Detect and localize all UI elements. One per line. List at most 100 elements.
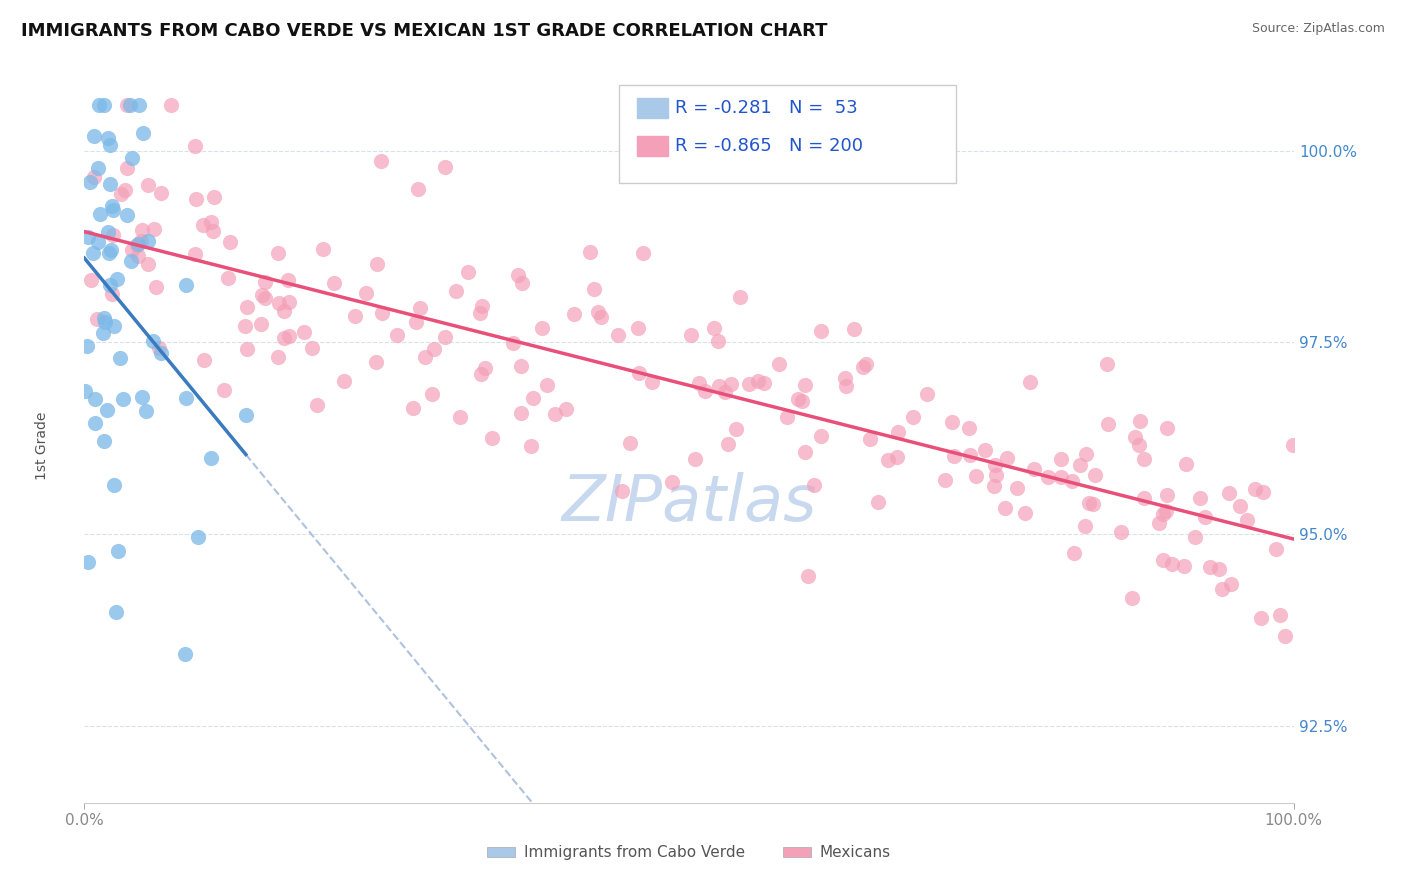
Immigrants from Cabo Verde [97,225,120,239]
Mexicans [1050,452,1073,467]
Mexicans [1250,610,1272,624]
Mexicans [1074,447,1097,461]
Mexicans [1218,486,1240,500]
Immigrants from Cabo Verde [97,245,120,260]
Mexicans [125,238,148,252]
Mexicans [420,387,443,401]
Mexicans [688,376,710,391]
Immigrants from Cabo Verde [131,390,153,404]
Mexicans [446,284,468,298]
Mexicans [301,341,323,355]
Immigrants from Cabo Verde [138,234,160,248]
Mexicans [627,321,650,335]
Mexicans [236,342,259,356]
Mexicans [633,246,655,260]
Text: R = -0.281   N =  53: R = -0.281 N = 53 [675,99,858,117]
Mexicans [607,328,630,343]
Mexicans [1211,582,1233,596]
Mexicans [877,453,900,467]
Mexicans [371,306,394,320]
Mexicans [994,500,1017,515]
Immigrants from Cabo Verde [76,339,98,353]
Mexicans [842,322,865,336]
Mexicans [1084,468,1107,483]
Mexicans [307,398,329,412]
Mexicans [707,378,730,392]
Mexicans [520,439,543,453]
Mexicans [681,328,703,343]
Mexicans [984,467,1007,482]
Mexicans [943,450,966,464]
Mexicans [530,321,553,335]
Mexicans [1154,503,1177,517]
Mexicans [292,325,315,339]
Mexicans [703,321,725,335]
Mexicans [714,384,737,399]
Mexicans [254,291,277,305]
Mexicans [354,285,377,300]
Immigrants from Cabo Verde [115,208,138,222]
Mexicans [810,429,832,443]
Mexicans [1063,546,1085,560]
Immigrants from Cabo Verde [93,434,115,448]
Mexicans [277,295,299,310]
Mexicans [957,421,980,435]
Mexicans [366,354,388,368]
Mexicans [1069,458,1091,472]
Text: R = -0.865   N = 200: R = -0.865 N = 200 [675,137,863,155]
Mexicans [366,257,388,271]
Mexicans [136,178,159,193]
Immigrants from Cabo Verde [84,416,107,430]
Immigrants from Cabo Verde [128,97,150,112]
Mexicans [186,192,208,206]
Mexicans [586,305,609,319]
Immigrants from Cabo Verde [97,130,120,145]
Mexicans [1133,452,1156,467]
Mexicans [273,303,295,318]
Mexicans [214,384,236,398]
Mexicans [1268,608,1291,623]
Mexicans [1173,558,1195,573]
Immigrants from Cabo Verde [174,391,197,405]
Mexicans [1194,509,1216,524]
Mexicans [471,299,494,313]
Mexicans [121,243,143,257]
Mexicans [1174,458,1197,472]
Mexicans [886,425,908,440]
Mexicans [810,324,832,338]
Mexicans [803,478,825,492]
Mexicans [385,327,408,342]
Mexicans [995,451,1018,466]
Mexicans [915,387,938,401]
Text: Source: ZipAtlas.com: Source: ZipAtlas.com [1251,22,1385,36]
Mexicans [974,443,997,458]
Mexicans [564,307,586,321]
Mexicans [1199,560,1222,574]
Legend: Immigrants from Cabo Verde, Mexicans: Immigrants from Cabo Verde, Mexicans [481,839,897,866]
Mexicans [413,351,436,365]
Mexicans [868,494,890,508]
Mexicans [86,312,108,326]
Mexicans [1152,507,1174,521]
Mexicans [468,305,491,319]
Mexicans [191,218,214,232]
Mexicans [579,245,602,260]
Mexicans [1019,375,1042,389]
Mexicans [253,275,276,289]
Mexicans [834,370,856,384]
Mexicans [859,432,882,446]
Mexicans [236,300,259,314]
Immigrants from Cabo Verde [173,648,195,662]
Immigrants from Cabo Verde [86,161,108,176]
Immigrants from Cabo Verde [121,151,143,165]
Mexicans [408,301,430,315]
Mexicans [1156,488,1178,502]
Mexicans [627,366,650,380]
Mexicans [1109,525,1132,540]
Immigrants from Cabo Verde [150,346,173,360]
Mexicans [159,97,181,112]
Mexicans [792,393,814,408]
Mexicans [150,186,173,201]
Mexicans [217,270,239,285]
Mexicans [114,183,136,197]
